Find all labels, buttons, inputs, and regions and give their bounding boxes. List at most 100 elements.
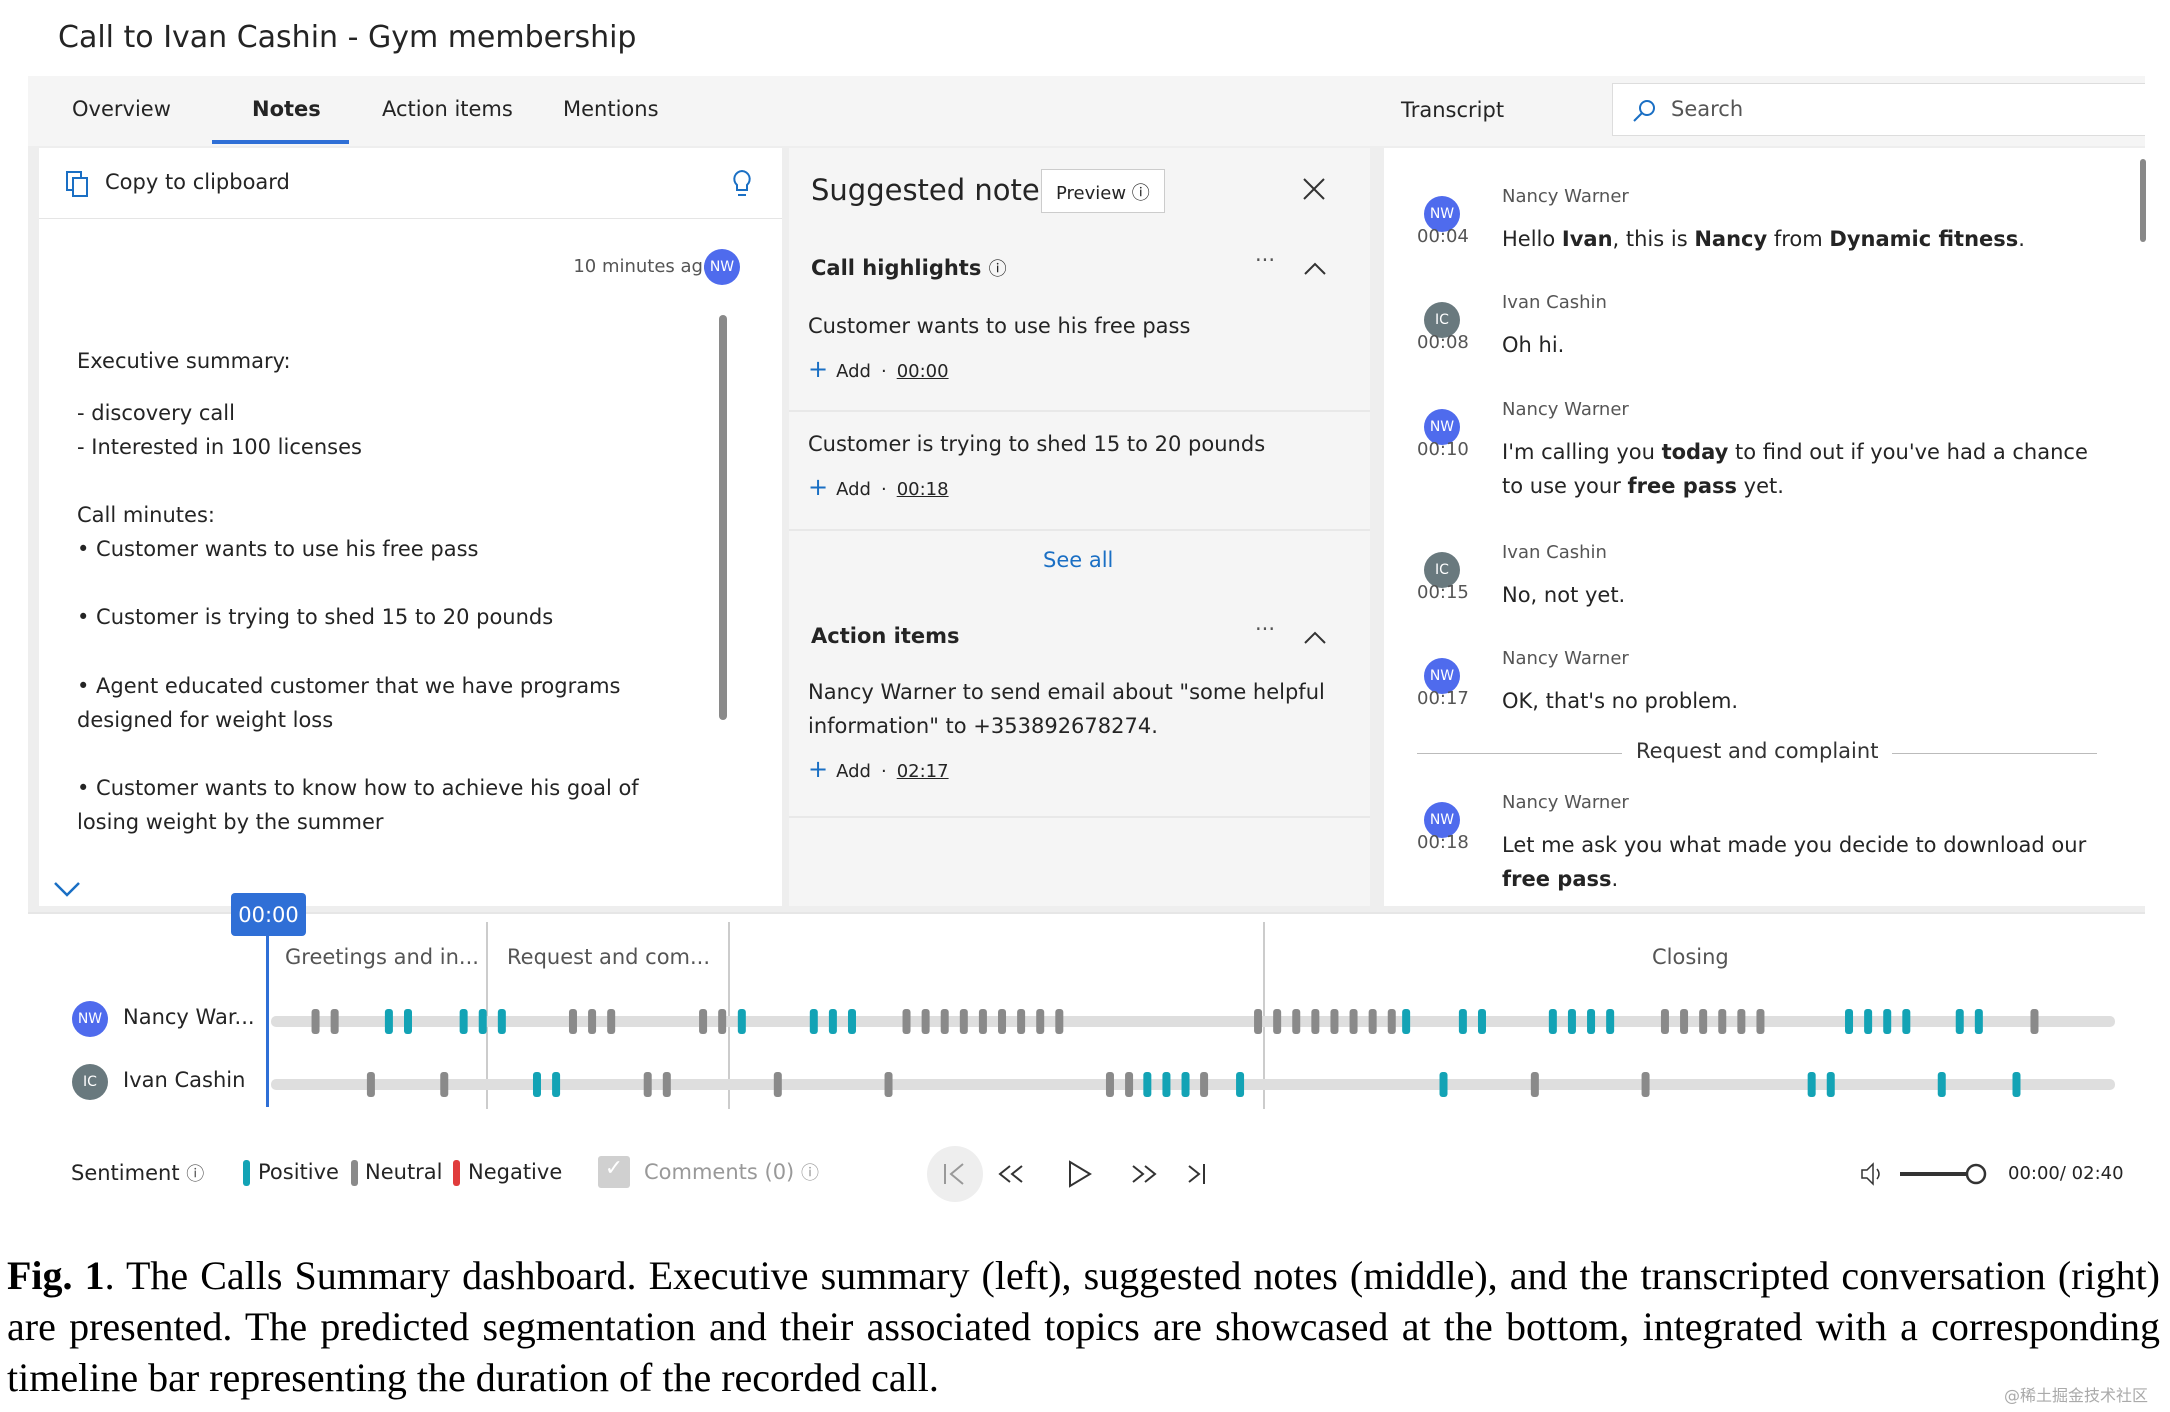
add-row[interactable]: + Add · 02:17 xyxy=(808,755,949,783)
talk-mark xyxy=(998,1009,1007,1034)
playhead[interactable]: 00:00 xyxy=(231,893,306,936)
more-icon[interactable]: ··· xyxy=(1255,617,1276,641)
tab[interactable]: Action items xyxy=(382,97,513,121)
message: OK, that's no problem. xyxy=(1502,684,2102,718)
plus: + xyxy=(808,755,829,783)
message-part: Ivan xyxy=(1561,227,1613,251)
tab[interactable]: Mentions xyxy=(563,97,659,121)
add[interactable]: Add xyxy=(836,361,871,382)
track xyxy=(271,1016,2115,1027)
avatar: IC xyxy=(72,1064,108,1100)
separator xyxy=(789,410,1370,412)
talk-mark xyxy=(1826,1072,1835,1097)
talk-mark xyxy=(1955,1009,1964,1034)
note-line: • Customer is trying to shed 15 to 20 po… xyxy=(77,605,554,629)
bulb-icon[interactable] xyxy=(729,168,755,200)
segment-label: Greetings and in... xyxy=(285,945,479,969)
message: Hello Ivan, this is Nancy from Dynamic f… xyxy=(1502,222,2102,256)
talk-mark xyxy=(1402,1009,1411,1034)
suggestion-text: Customer is trying to shed 15 to 20 poun… xyxy=(808,432,1266,456)
timestamp[interactable]: 02:17 xyxy=(896,761,949,782)
sentiment-label: Sentiment ⓘ xyxy=(71,1161,205,1185)
message-part: today xyxy=(1661,440,1729,464)
neutral: Neutral xyxy=(365,1160,443,1184)
timestamp: 00:15 xyxy=(1417,582,1469,603)
note-line: • Customer wants to know how to achieve … xyxy=(77,776,639,834)
talk-mark xyxy=(1055,1009,1064,1034)
suggestion-text: Nancy Warner to send email about "some h… xyxy=(808,680,1325,738)
talk-mark xyxy=(1236,1072,1245,1097)
timestamp[interactable]: 00:00 xyxy=(896,361,949,382)
message-part: I'm calling you xyxy=(1502,440,1662,464)
talk-mark xyxy=(384,1009,393,1034)
sentiment: Sentiment xyxy=(71,1161,180,1185)
speaker: Ivan Cashin xyxy=(1502,542,1607,563)
talk-mark xyxy=(1530,1072,1539,1097)
message: I'm calling you today to find out if you… xyxy=(1502,435,2102,503)
timestamp: 00:18 xyxy=(1417,832,1469,853)
speaker: Nancy Warner xyxy=(1502,648,1629,669)
chevron-up[interactable] xyxy=(1303,260,1327,276)
talk-mark xyxy=(1387,1009,1396,1034)
avatar: NW xyxy=(1424,196,1460,232)
talk-mark xyxy=(1254,1009,1263,1034)
talk-mark xyxy=(699,1009,708,1034)
caption-text: . The Calls Summary dashboard. Executive… xyxy=(7,1253,2161,1400)
speaker: Nancy Warner xyxy=(1502,792,1629,813)
volume[interactable] xyxy=(1858,1158,1988,1190)
talk-mark xyxy=(1349,1009,1358,1034)
collapse-icon[interactable] xyxy=(49,871,85,907)
suggested-panel: Suggested notes Preview ⓘ Call highlight… xyxy=(789,148,1370,906)
transcript-tab[interactable]: Transcript xyxy=(1401,98,1505,122)
comments: Comments (0) xyxy=(644,1160,795,1184)
add[interactable]: Add xyxy=(836,761,871,782)
watermark: @稀土掘金技术社区 xyxy=(2004,1386,2149,1405)
tab[interactable]: Notes xyxy=(252,97,321,121)
timestamp: 00:17 xyxy=(1417,688,1469,709)
message-part: to find out if you've had a chance to us… xyxy=(1502,440,2088,498)
add-row[interactable]: + Add · 00:00 xyxy=(808,355,949,383)
media-controls[interactable] xyxy=(925,1142,1225,1206)
talk-mark xyxy=(588,1009,597,1034)
tab[interactable]: Overview xyxy=(72,97,171,121)
talk-mark xyxy=(532,1072,541,1097)
search-placeholder: Search xyxy=(1671,97,1744,121)
copy-button[interactable]: Copy to clipboard xyxy=(105,170,290,194)
track xyxy=(271,1079,2115,1090)
timestamp[interactable]: 00:18 xyxy=(896,479,949,500)
highlights-title: Call highlights ⓘ xyxy=(811,256,1007,280)
highlights-label: Call highlights xyxy=(811,256,982,280)
talk-mark xyxy=(330,1009,339,1034)
message-part: free pass xyxy=(1502,867,1612,891)
plus: + xyxy=(808,355,829,383)
talk-mark xyxy=(1017,1009,1026,1034)
chevron-up[interactable] xyxy=(1303,629,1327,645)
talk-mark xyxy=(773,1072,782,1097)
separator xyxy=(789,529,1370,531)
suggestion-text: Customer wants to use his free pass xyxy=(808,314,1191,338)
search-box[interactable]: Search xyxy=(1612,83,2145,136)
talk-mark xyxy=(902,1009,911,1034)
see-all[interactable]: See all xyxy=(1043,548,1114,572)
segment-label: Request and com... xyxy=(507,945,711,969)
add[interactable]: Add xyxy=(836,479,871,500)
talk-mark xyxy=(1311,1009,1320,1034)
close-icon[interactable] xyxy=(1301,176,1327,202)
message-part: from xyxy=(1767,227,1830,251)
talk-mark xyxy=(552,1072,561,1097)
talk-mark xyxy=(1330,1009,1339,1034)
title: Call to Ivan Cashin - Gym membership xyxy=(58,20,637,55)
comments-checkbox[interactable]: ✓ xyxy=(598,1156,630,1188)
positive-swatch xyxy=(243,1160,250,1186)
talk-mark xyxy=(497,1009,506,1034)
more-icon[interactable]: ··· xyxy=(1255,248,1276,272)
talk-mark xyxy=(1606,1009,1615,1034)
add-row[interactable]: + Add · 00:18 xyxy=(808,473,949,501)
actions-title: Action items xyxy=(811,624,960,648)
positive: Positive xyxy=(258,1160,339,1184)
talk-mark xyxy=(884,1072,893,1097)
message: Oh hi. xyxy=(1502,328,2102,362)
note-line: • Agent educated customer that we have p… xyxy=(77,674,621,732)
talk-mark xyxy=(1864,1009,1873,1034)
preview-label: Preview xyxy=(1056,183,1127,204)
